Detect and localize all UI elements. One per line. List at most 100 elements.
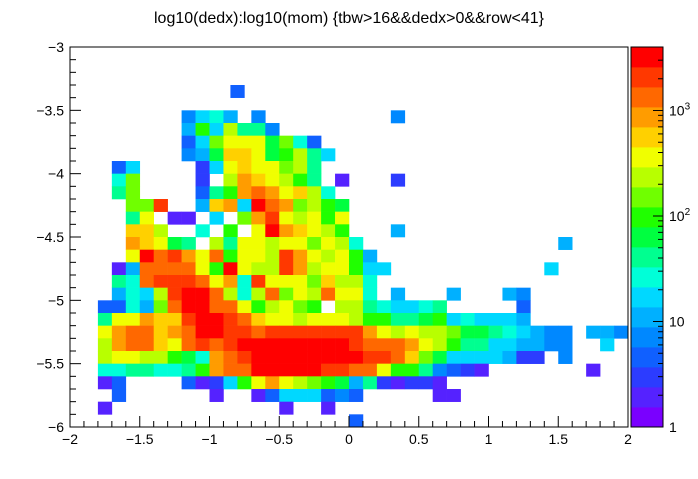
x-axis: −2 −1.5 −1 −0.5 0 0.5 1 1.5 2 xyxy=(62,416,632,447)
heatmap-cell xyxy=(223,325,238,339)
colorbar-swatch xyxy=(631,387,663,408)
heatmap-cell xyxy=(376,351,392,364)
heatmap-cell xyxy=(279,186,294,200)
heatmap-cell xyxy=(181,249,196,263)
heatmap-cell xyxy=(265,123,280,136)
heatmap-cell xyxy=(181,262,196,276)
heatmap-cell xyxy=(279,325,294,339)
colorbar-swatch xyxy=(631,147,663,168)
heatmap-cell xyxy=(251,211,266,225)
heatmap-cell xyxy=(125,211,141,225)
heatmap-cell xyxy=(293,313,308,326)
heatmap-cell xyxy=(279,389,294,402)
heatmap-cell xyxy=(125,363,141,377)
heatmap-cell xyxy=(349,275,364,288)
heatmap-cell xyxy=(558,325,573,339)
heatmap-cell xyxy=(251,224,266,238)
heatmap-cell xyxy=(251,135,266,149)
heatmap-cell xyxy=(558,237,573,250)
colorbar-swatch xyxy=(631,327,663,348)
heatmap-cell xyxy=(139,199,154,212)
heatmap-cell xyxy=(181,148,196,162)
heatmap-cell xyxy=(586,363,601,377)
heatmap-cell xyxy=(209,161,224,174)
heatmap-cell xyxy=(293,186,308,200)
heatmap-cell xyxy=(279,211,294,225)
heatmap-cell xyxy=(195,338,210,352)
heatmap-cell xyxy=(195,173,210,187)
heatmap-cell xyxy=(209,135,224,149)
heatmap-cell xyxy=(209,363,224,377)
heatmap-cell xyxy=(265,275,280,288)
heatmap-cell xyxy=(195,161,210,174)
heatmap-cell xyxy=(125,249,141,263)
heatmap-cell xyxy=(223,123,238,136)
heatmap-cell xyxy=(279,287,294,301)
heatmap-cell xyxy=(349,237,364,250)
heatmap-cell xyxy=(349,351,364,364)
heatmap-cell xyxy=(307,376,322,390)
heatmap-cell xyxy=(293,351,308,364)
heatmap-cell xyxy=(349,287,364,301)
heatmap-cell xyxy=(404,376,420,390)
heatmap-cell xyxy=(321,287,336,301)
heatmap-cell xyxy=(181,110,196,124)
heatmap-cell xyxy=(181,325,196,339)
heatmap-cell xyxy=(446,389,461,402)
heatmap-cell xyxy=(237,186,252,200)
heatmap-cell xyxy=(265,148,280,162)
heatmap-cell xyxy=(195,363,210,377)
heatmap-cell xyxy=(335,313,350,326)
heatmap-cell xyxy=(223,161,238,174)
heatmap-cell xyxy=(125,186,141,200)
heatmap-cell xyxy=(195,313,210,326)
heatmap-cell xyxy=(223,249,238,263)
heatmap-cell xyxy=(153,224,168,238)
heatmap-cell xyxy=(279,237,294,250)
heatmap-cell xyxy=(516,287,531,301)
heatmap-cell xyxy=(279,401,294,415)
x-tick-label: −0.5 xyxy=(265,431,293,447)
heatmap-cell xyxy=(265,224,280,238)
colorbar-tick-label: 1 xyxy=(669,419,677,435)
heatmap-cell xyxy=(362,351,378,364)
heatmap-cell xyxy=(237,211,252,225)
heatmap-cell xyxy=(502,325,517,339)
heatmap-cell xyxy=(265,351,280,364)
heatmap-cell xyxy=(167,262,182,276)
heatmap-cell xyxy=(111,275,127,288)
heatmap-cell xyxy=(195,148,210,162)
colorbar-swatch xyxy=(631,207,663,228)
heatmap-cell xyxy=(307,351,322,364)
x-tick-label: −2 xyxy=(62,431,78,447)
heatmap-cell xyxy=(362,249,378,263)
colorbar-swatch xyxy=(631,167,663,188)
heatmap-cell xyxy=(321,275,336,288)
colorbar-swatch xyxy=(631,127,663,148)
heatmap-cell xyxy=(460,313,475,326)
heatmap-cell xyxy=(209,123,224,136)
heatmap-cell xyxy=(111,262,127,276)
heatmap-cell xyxy=(307,237,322,250)
heatmap-cell xyxy=(97,351,113,364)
heatmap-cell xyxy=(335,224,350,238)
heatmap-cell xyxy=(265,135,280,149)
heatmap-cell xyxy=(376,325,392,339)
heatmap-cell xyxy=(293,363,308,377)
heatmap-cell xyxy=(251,173,266,187)
heatmap-cell xyxy=(97,363,113,377)
heatmap-cell xyxy=(195,287,210,301)
heatmap-cell xyxy=(181,300,196,314)
heatmap-cell xyxy=(460,351,475,364)
heatmap-cell xyxy=(167,287,182,301)
heatmap-cell xyxy=(474,351,489,364)
heatmap-cell xyxy=(97,338,113,352)
heatmap-cell xyxy=(502,313,517,326)
heatmap-cell xyxy=(321,325,336,339)
heatmap-cell xyxy=(460,325,475,339)
heatmap-cell xyxy=(237,363,252,377)
heatmap-cell xyxy=(251,376,266,390)
heatmap-cell xyxy=(209,186,224,200)
colorbar-swatch xyxy=(631,367,663,388)
